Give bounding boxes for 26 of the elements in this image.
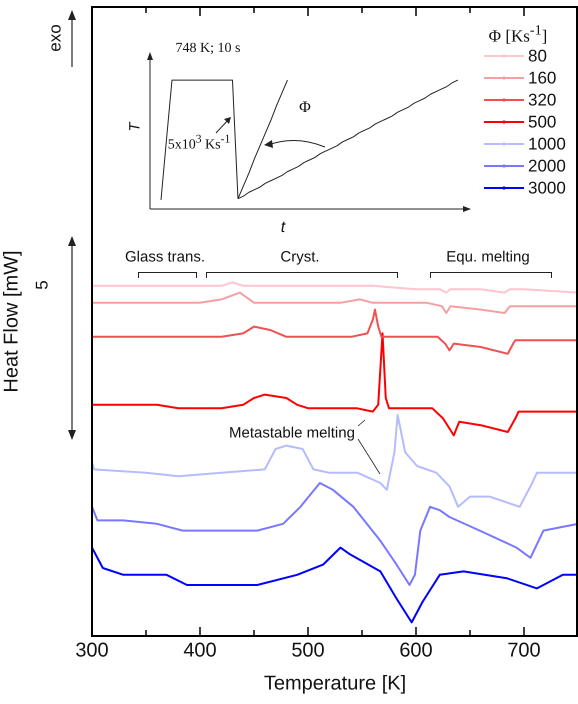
legend-label: 1000 bbox=[528, 134, 566, 154]
y-axis-title: T bbox=[126, 122, 144, 132]
x-axis-title: Temperature [K] bbox=[264, 672, 406, 695]
text: Cryst. bbox=[280, 248, 320, 266]
legend-label: 320 bbox=[528, 90, 556, 110]
y-axis-title: Heat Flow [mW] bbox=[0, 250, 23, 393]
legend-label: 80 bbox=[528, 46, 547, 66]
x-tick-label: 600 bbox=[399, 640, 433, 662]
legend-label: 3000 bbox=[528, 178, 566, 198]
x-tick-label: 400 bbox=[183, 640, 217, 662]
legend-title: Φ [Ks$^{-1}$] bbox=[488, 22, 548, 46]
x-tick-label: 700 bbox=[507, 640, 541, 662]
x-tick-label: 300 bbox=[75, 640, 109, 662]
text: 5 bbox=[32, 280, 52, 290]
text: 748 K; 10 s bbox=[176, 41, 240, 56]
legend-label: 500 bbox=[528, 112, 556, 132]
x-tick-label: 500 bbox=[291, 640, 325, 662]
x-axis-title: t bbox=[280, 219, 286, 236]
text: exo bbox=[46, 24, 64, 52]
legend-label: 160 bbox=[528, 68, 556, 88]
annotation: 5x10$^{3}$ Ks$^{-1}$ bbox=[168, 132, 230, 152]
text: Glass trans. bbox=[124, 248, 206, 266]
text: Equ. melting bbox=[446, 248, 530, 266]
annotation: Metastable melting bbox=[229, 424, 355, 442]
annotation: Φ bbox=[299, 99, 311, 116]
legend-label: 2000 bbox=[528, 156, 566, 176]
